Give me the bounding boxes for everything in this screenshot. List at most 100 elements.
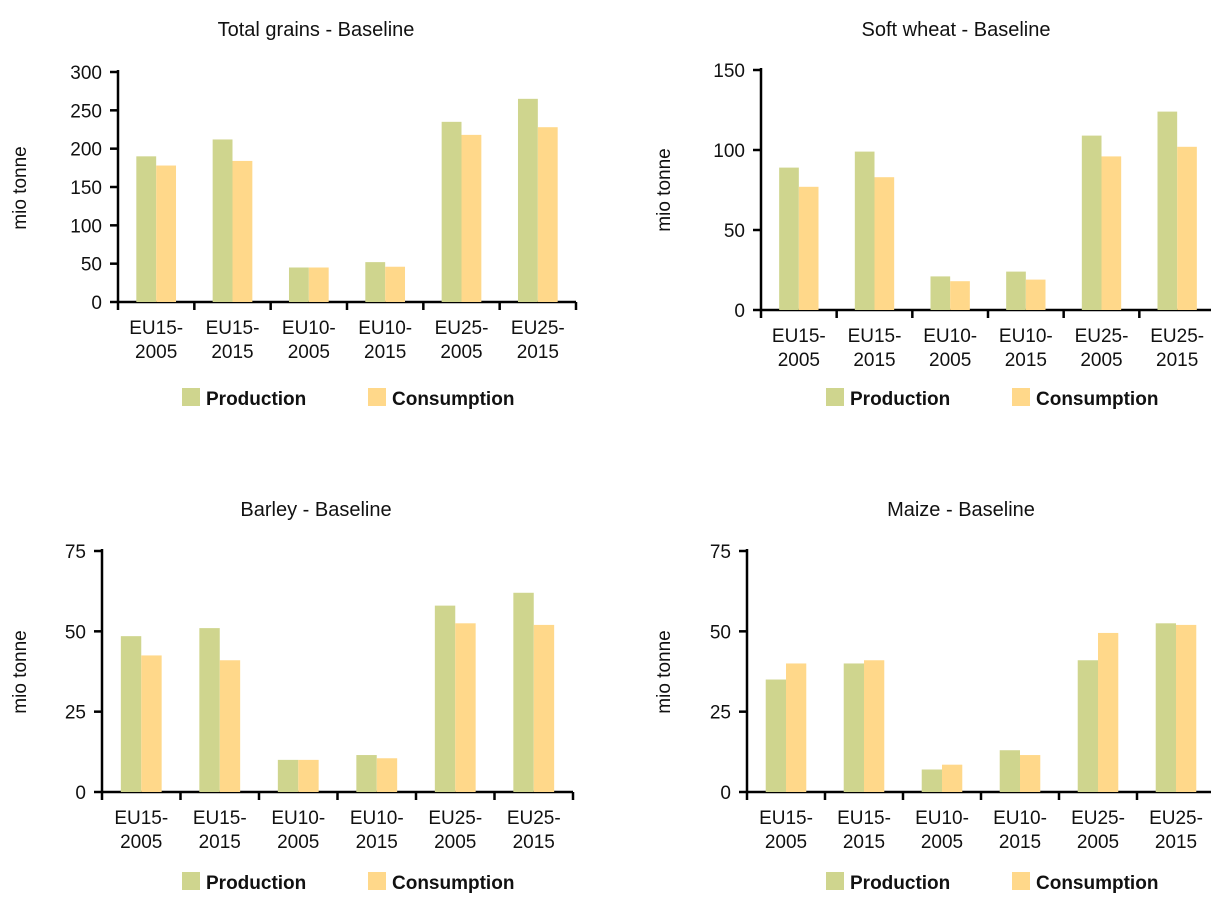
y-tick-label: 150 <box>70 178 102 199</box>
production-bar <box>1077 660 1098 792</box>
x-category-label: EU25- <box>1071 808 1125 829</box>
x-category-label: EU10- <box>915 808 969 829</box>
consumption-bar <box>864 660 885 792</box>
x-category-label: 2005 <box>929 350 971 371</box>
legend-label-consumption: Consumption <box>1036 873 1158 894</box>
y-tick-label: 200 <box>70 140 102 161</box>
x-category-label: 2005 <box>765 832 807 853</box>
y-tick-label: 100 <box>713 141 745 162</box>
consumption-bar <box>461 134 482 302</box>
production-bar <box>212 139 233 302</box>
x-category-label: EU10- <box>350 808 404 829</box>
x-category-label: EU25- <box>428 808 482 829</box>
x-category-label: 2005 <box>1077 832 1119 853</box>
x-category-label: 2015 <box>843 832 885 853</box>
legend-label-production: Production <box>850 389 950 410</box>
legend-swatch-production <box>182 388 200 406</box>
y-tick-label: 25 <box>710 703 731 724</box>
y-tick-label: 250 <box>70 101 102 122</box>
y-axis-label: mio tonne <box>10 146 31 229</box>
x-category-label: EU15- <box>193 808 247 829</box>
production-bar <box>765 679 786 792</box>
y-tick-label: 50 <box>710 622 731 643</box>
legend-label-production: Production <box>850 873 950 894</box>
x-category-label: EU25- <box>435 318 489 339</box>
x-category-label: 2015 <box>1156 350 1198 371</box>
consumption-bar <box>786 663 807 792</box>
consumption-bar <box>308 267 329 302</box>
chart-title: Total grains - Baseline <box>218 19 415 41</box>
x-category-label: 2005 <box>440 342 482 363</box>
chart-title: Maize - Baseline <box>887 499 1035 521</box>
x-category-label: EU15- <box>772 326 826 347</box>
x-category-label: EU10- <box>282 318 336 339</box>
consumption-bar <box>874 177 895 310</box>
legend-label-consumption: Consumption <box>1036 389 1158 410</box>
y-tick-label: 0 <box>734 301 745 322</box>
x-category-label: 2015 <box>1005 350 1047 371</box>
chart-1: Total grains - Baseline mio tonne 0 50 100 15… <box>10 19 578 410</box>
y-tick-label: 50 <box>65 622 86 643</box>
y-tick-label: 0 <box>91 293 102 314</box>
consumption-bar <box>537 127 558 302</box>
legend-swatch-consumption <box>1012 872 1030 890</box>
production-bar <box>441 121 462 302</box>
y-tick-label: 0 <box>75 783 86 804</box>
y-axis-label: mio tonne <box>10 630 31 713</box>
production-bar <box>779 167 799 310</box>
consumption-bar <box>1176 624 1197 792</box>
consumption-bar <box>141 655 162 792</box>
legend-swatch-consumption <box>368 872 386 890</box>
x-category-label: EU25- <box>511 318 565 339</box>
legend-label-consumption: Consumption <box>392 873 514 894</box>
x-category-label: EU10- <box>358 318 412 339</box>
x-category-label: 2005 <box>288 342 330 363</box>
x-category-label: EU25- <box>1150 326 1204 347</box>
y-tick-label: 0 <box>720 783 731 804</box>
y-tick-label: 75 <box>710 542 731 563</box>
y-tick-label: 150 <box>713 61 745 82</box>
x-category-label: 2015 <box>1155 832 1197 853</box>
x-category-label: 2015 <box>199 832 241 853</box>
y-tick-label: 25 <box>65 703 86 724</box>
consumption-bar <box>798 186 819 310</box>
x-category-label: EU15- <box>848 326 902 347</box>
chart-4: Maize - Baseline mio tonne 0 25 50 75 EU15- 200… <box>654 499 1211 894</box>
x-category-label: 2015 <box>364 342 406 363</box>
x-category-label: 2005 <box>921 832 963 853</box>
x-category-label: 2005 <box>120 832 162 853</box>
x-category-label: EU25- <box>507 808 561 829</box>
production-bar <box>517 98 538 302</box>
chart-3: Barley - Baseline mio tonne 0 25 50 75 EU15- 20… <box>10 499 575 894</box>
x-category-label: 2005 <box>434 832 476 853</box>
consumption-bar <box>1101 156 1122 310</box>
consumption-bar <box>1025 279 1046 310</box>
legend-swatch-production <box>182 872 200 890</box>
production-bar <box>921 769 942 792</box>
consumption-bar <box>219 660 241 792</box>
x-category-label: EU10- <box>993 808 1047 829</box>
production-bar <box>365 262 386 302</box>
y-tick-label: 75 <box>65 542 86 563</box>
production-bar <box>136 156 157 302</box>
legend-swatch-consumption <box>368 388 386 406</box>
production-bar <box>434 605 456 792</box>
production-bar <box>843 663 864 792</box>
production-bar <box>1006 271 1026 310</box>
production-bar <box>930 276 951 310</box>
x-category-label: EU15- <box>206 318 260 339</box>
x-category-label: EU25- <box>1149 808 1203 829</box>
x-category-label: EU15- <box>129 318 183 339</box>
production-bar <box>1157 111 1178 310</box>
legend-swatch-production <box>826 388 844 406</box>
production-bar <box>277 759 299 792</box>
production-bar <box>1081 135 1102 310</box>
production-bar <box>1155 623 1176 792</box>
x-category-label: EU10- <box>271 808 325 829</box>
x-category-label: 2015 <box>853 350 895 371</box>
chart-title: Soft wheat - Baseline <box>862 19 1051 41</box>
production-bar <box>288 267 309 302</box>
legend-label-consumption: Consumption <box>392 389 514 410</box>
consumption-bar <box>1177 146 1197 310</box>
